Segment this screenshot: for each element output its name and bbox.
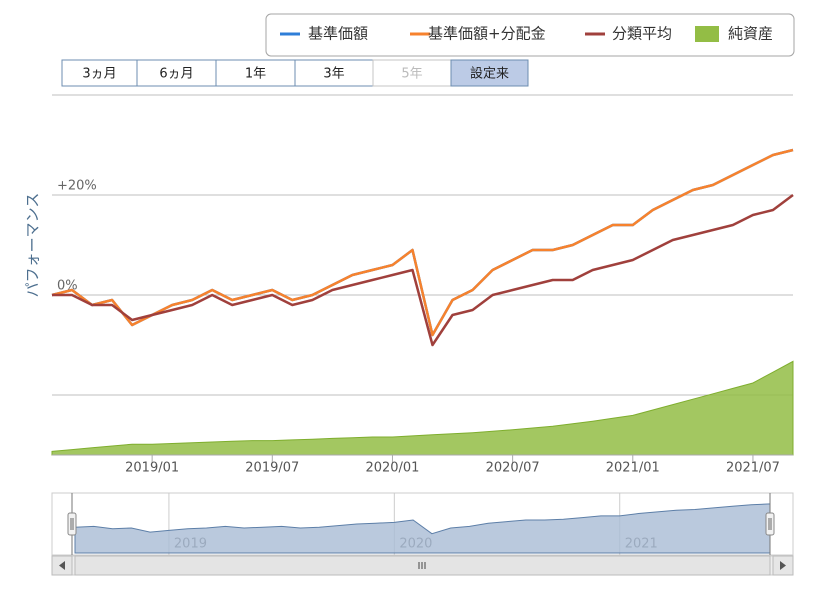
range-button [372, 59, 452, 87]
navigator-handle[interactable] [67, 512, 77, 536]
navigator-area [74, 503, 771, 554]
x-tick-label: 2020/01 [365, 461, 419, 476]
navigator-handle[interactable] [765, 512, 775, 536]
legend-label[interactable]: 分類平均 [612, 25, 672, 43]
x-tick-label: 2021/01 [606, 461, 660, 476]
range-button-label: 5年 [401, 67, 422, 82]
x-tick-label: 2021/07 [726, 461, 780, 476]
range-button-label[interactable]: 6ヵ月 [159, 67, 193, 82]
y-axis-title: パフォーマンス [24, 193, 42, 298]
range-button-label[interactable]: 設定来 [470, 66, 509, 82]
scroll-left-arrow [59, 561, 65, 570]
legend-box [265, 13, 795, 57]
range-button-label[interactable]: 1年 [245, 67, 266, 82]
legend-label[interactable]: 基準価額 [308, 25, 368, 43]
legend-label[interactable]: 純資産 [728, 25, 773, 43]
range-button-label[interactable]: 3ヵ月 [82, 67, 116, 82]
line [51, 148, 794, 337]
line [52, 194, 794, 347]
range-button-label[interactable]: 3年 [323, 67, 344, 82]
range-button[interactable] [215, 59, 296, 87]
range-button[interactable] [61, 59, 138, 87]
range-button[interactable] [450, 59, 529, 87]
legend-swatch[interactable] [695, 26, 719, 42]
range-button[interactable] [136, 59, 217, 87]
scroll-right-arrow [780, 561, 786, 570]
range-button[interactable] [294, 59, 374, 87]
x-tick-label: 2019/01 [125, 461, 179, 476]
legend-label[interactable]: 基準価額+分配金 [428, 25, 546, 43]
area [51, 360, 794, 456]
x-tick-label: 2020/07 [486, 461, 540, 476]
x-tick-label: 2019/07 [245, 461, 299, 476]
y-tick-label: +20% [57, 179, 97, 194]
